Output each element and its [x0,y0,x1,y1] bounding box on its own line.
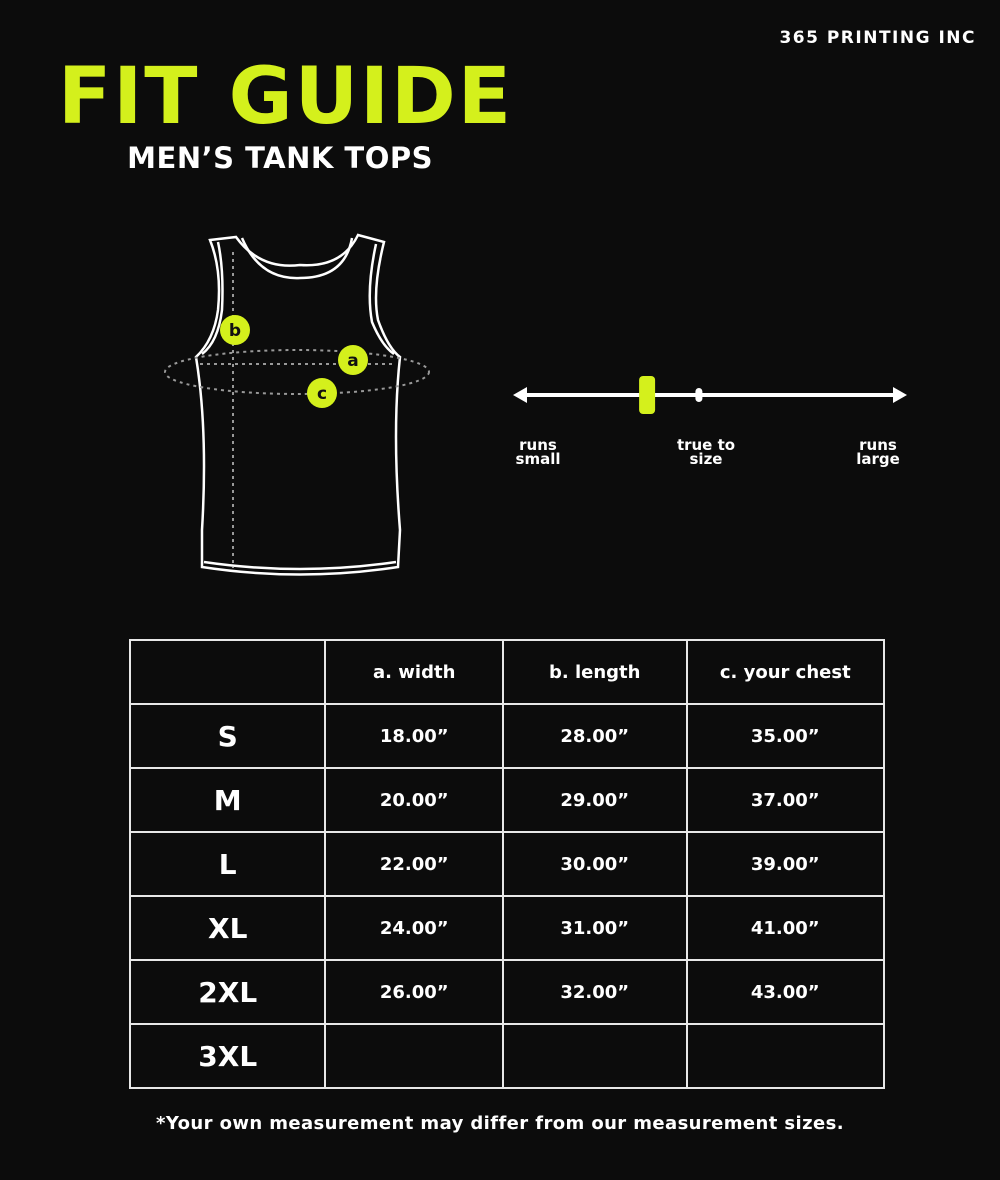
cell-chest: 37.00” [685,767,885,833]
cell-size: L [128,831,327,897]
header-width: a. width [324,639,504,705]
cell-chest: 41.00” [685,895,885,961]
fit-indicator [639,376,656,414]
table-row: XL 24.00” 31.00” 41.00” [128,895,885,961]
cell-chest: 35.00” [685,703,885,769]
tank-top-diagram: b a c [164,233,430,576]
cell-length: 30.00” [501,831,688,897]
svg-text:a: a [347,351,358,371]
cell-length: 29.00” [501,767,688,833]
cell-length [501,1023,688,1089]
cell-chest [685,1023,885,1089]
cell-width: 18.00” [324,703,504,769]
cell-chest: 39.00” [685,831,885,897]
table-row: 2XL 26.00” 32.00” 43.00” [128,959,885,1025]
label-b-icon: b [220,315,250,345]
fit-scale: runs small true to size runs large [505,370,915,480]
cell-length: 32.00” [501,959,688,1025]
table-row: L 22.00” 30.00” 39.00” [128,831,885,897]
cell-size: 2XL [128,959,327,1025]
page-subtitle: MEN’S TANK TOPS [127,141,433,175]
cell-size: M [128,767,327,833]
true-to-size-label: true to size [676,436,736,468]
table-row: M 20.00” 29.00” 37.00” [128,767,885,833]
cell-size: XL [128,895,327,961]
header-chest: c. your chest [685,639,885,705]
table-row: S 18.00” 28.00” 35.00” [128,703,885,769]
cell-chest: 43.00” [685,959,885,1025]
cell-width [324,1023,504,1089]
cell-size: 3XL [128,1023,327,1089]
cell-width: 24.00” [324,895,504,961]
page-title: FIT GUIDE [58,52,514,142]
cell-width: 22.00” [324,831,504,897]
label-c-icon: c [307,378,337,408]
cell-length: 28.00” [501,703,688,769]
size-table: a. width b. length c. your chest S 18.00”… [128,639,885,1089]
arrow-right-icon [893,387,907,403]
cell-size: S [128,703,327,769]
cell-length: 31.00” [501,895,688,961]
cell-width: 26.00” [324,959,504,1025]
label-a-icon: a [338,345,368,375]
table-header-row: a. width b. length c. your chest [128,639,885,705]
cell-width: 20.00” [324,767,504,833]
brand-name: 365 PRINTING INC [779,28,976,48]
svg-text:c: c [317,384,327,404]
header-length: b. length [501,639,688,705]
fit-scale-line [513,376,907,414]
runs-small-label: runs small [515,436,561,468]
arrow-left-icon [513,387,527,403]
svg-text:b: b [229,321,241,341]
table-row: 3XL [128,1023,885,1089]
true-to-size-marker [695,388,703,402]
runs-large-label: runs large [856,436,900,468]
header-size [128,639,327,705]
footnote: *Your own measurement may differ from ou… [156,1113,844,1134]
